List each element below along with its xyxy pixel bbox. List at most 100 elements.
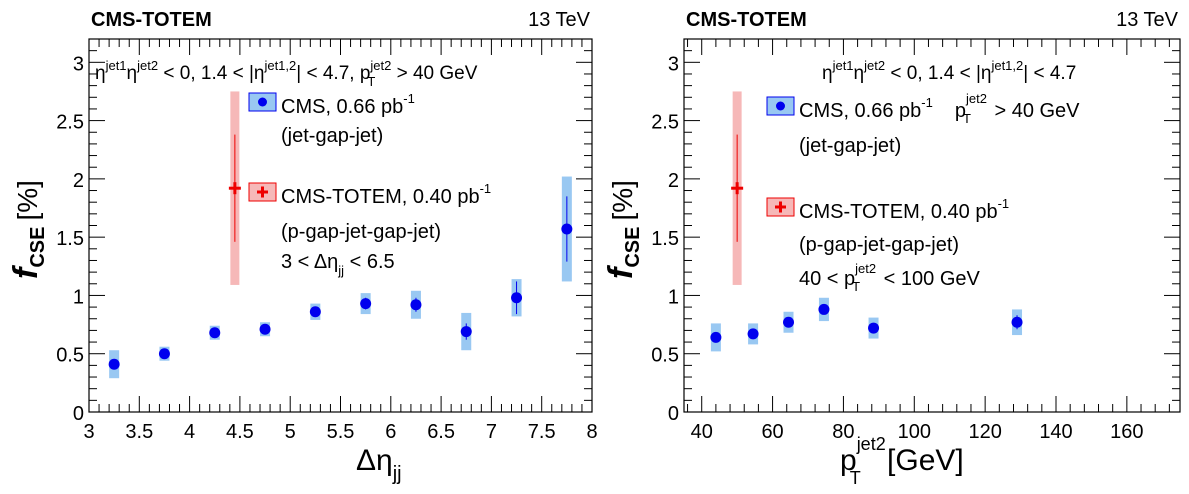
data-point	[108, 358, 120, 370]
experiment-label: CMS-TOTEM	[91, 9, 212, 31]
y-tick-label: 2.5	[651, 112, 679, 134]
sel-sup1: jet1	[832, 58, 854, 73]
x-axis-sub: T	[850, 468, 861, 488]
x-tick-label: 7.5	[528, 421, 556, 443]
data-point	[783, 316, 795, 328]
data-point	[868, 322, 880, 334]
legend-line3-pre: 3 < Δη	[281, 251, 338, 273]
x-axis-title: pjet2 T [GeV]	[840, 434, 964, 488]
legend-line3: 40 < pjet2 T < 100 GeV	[799, 261, 980, 294]
sel-eta2: η	[854, 63, 865, 84]
data-point	[360, 298, 372, 310]
y-axis-unit: [%]	[607, 180, 638, 220]
legend-label: CMS-TOTEM, 0.40 pb-1	[799, 196, 1009, 223]
data-point	[158, 348, 170, 360]
data-point	[1011, 316, 1023, 328]
x-axis-title: Δηjj	[356, 444, 402, 485]
x-tick-label: 4.5	[226, 421, 254, 443]
legend-label-sup: -1	[480, 181, 492, 196]
legend-extra-post: > 40 GeV	[989, 100, 1080, 122]
data-point	[818, 303, 830, 315]
legend-label: CMS, 0.66 pb-1 pjet2 T > 40 GeV	[799, 91, 1080, 126]
y-axis-sub: CSE	[622, 227, 644, 268]
selection-cuts: ηjet1ηjet2 < 0, 1.4 < |ηjet1,2| < 4.7	[822, 58, 1076, 84]
legend-label: CMS, 0.66 pb-1	[281, 91, 415, 118]
x-axis-sub: jj	[392, 463, 402, 485]
legend-extra-p: p	[955, 100, 966, 122]
legend: CMS, 0.66 pb-1(jet-gap-jet)CMS-TOTEM, 0.…	[248, 91, 491, 278]
legend-line2: (p-gap-jet-gap-jet)	[281, 221, 441, 243]
legend-marker-circle	[258, 97, 267, 107]
x-tick-label: 3.5	[125, 421, 153, 443]
series-cms	[710, 297, 1023, 352]
legend-label-sup: -1	[998, 196, 1010, 211]
y-tick-label: 2	[73, 170, 84, 192]
legend-label-text: CMS-TOTEM, 0.40 pb	[799, 201, 998, 223]
data-point	[410, 299, 422, 311]
legend-extra-sub: T	[963, 111, 971, 126]
sel-part3: < 0, 1.4 < |η	[885, 63, 991, 84]
x-tick-label: 100	[898, 421, 931, 443]
x-tick-label: 5.5	[327, 421, 355, 443]
sel-sup4: jet2	[369, 58, 391, 73]
x-axis-unit: [GeV]	[879, 444, 964, 477]
data-point	[561, 223, 573, 235]
legend-label-text: CMS, 0.66 pb	[281, 96, 403, 118]
legend-line2: (jet-gap-jet)	[281, 125, 383, 147]
legend-line3-post: < 100 GeV	[878, 268, 980, 290]
legend-label-text: CMS, 0.66 pb	[799, 100, 921, 122]
legend-line2: (p-gap-jet-gap-jet)	[799, 234, 959, 256]
data-point	[511, 292, 523, 304]
sel-part4: | < 4.7	[1023, 63, 1076, 84]
y-tick-label: 1	[668, 286, 679, 308]
legend-line3-sub: jj	[337, 263, 344, 278]
experiment-label: CMS-TOTEM	[686, 9, 807, 31]
y-axis-title: fCSE [%]	[602, 180, 644, 279]
legend-line2: (jet-gap-jet)	[799, 135, 901, 157]
sel-eta2: η	[127, 63, 138, 84]
sel-part3: < 0, 1.4 < |η	[158, 63, 264, 84]
legend: CMS, 0.66 pb-1 pjet2 T > 40 GeV(jet-gap-je…	[766, 91, 1080, 294]
y-tick-label: 0	[73, 403, 84, 425]
right-panel-pT: 0 0.5 1 1.5 2 2.5 3 40 60 80 100 120 140 160 CMS-TOTEM…	[602, 9, 1181, 488]
data-point	[747, 328, 759, 340]
sel-sup1: jet1	[105, 58, 127, 73]
x-tick-label: 120	[968, 421, 1001, 443]
energy-label: 13 TeV	[528, 9, 591, 31]
sel-sup2: jet2	[136, 58, 158, 73]
sel-sup2: jet2	[863, 58, 885, 73]
series-cms-totem	[731, 91, 744, 285]
selection-cuts: ηjet1ηjet2 < 0, 1.4 < |ηjet1,2| < 4.7, p…	[95, 58, 478, 89]
sel-sup3: jet1,2	[990, 58, 1023, 73]
x-axis-main: p	[840, 444, 857, 477]
data-point	[460, 326, 472, 338]
y-tick-label: 0.5	[56, 345, 84, 367]
left-panel-dEta: 0 0.5 1 1.5 2 2.5 3 3 3.5 4 4.5 5 5.5 6 6.5 7 7.5 8 CMS-TO…	[7, 9, 598, 485]
x-tick-label: 40	[691, 421, 713, 443]
data-point	[309, 306, 321, 318]
sel-sup3: jet1,2	[263, 58, 296, 73]
x-axis-main: Δη	[356, 444, 393, 477]
legend-label-sup: -1	[403, 91, 415, 106]
data-point	[209, 327, 221, 339]
y-tick-label: 3	[668, 53, 679, 75]
legend-label: CMS-TOTEM, 0.40 pb-1	[281, 181, 491, 208]
x-tick-label: 4	[184, 421, 195, 443]
legend-line3-pre: 40 < p	[799, 268, 855, 290]
y-tick-label: 3	[73, 53, 84, 75]
x-tick-label: 8	[586, 421, 597, 443]
y-tick-label: 1.5	[651, 228, 679, 250]
data-point	[710, 331, 722, 343]
y-tick-label: 1	[73, 286, 84, 308]
x-tick-label: 6.5	[427, 421, 455, 443]
legend-line3-sub: T	[852, 279, 860, 294]
y-tick-label: 0.5	[651, 345, 679, 367]
x-tick-label: 60	[761, 421, 783, 443]
y-axis-f: f	[7, 264, 45, 279]
legend-line3-sup: jet2	[854, 261, 876, 276]
sel-part4: | < 4.7, p	[296, 63, 370, 84]
x-tick-label: 160	[1110, 421, 1143, 443]
series-cms	[108, 176, 573, 379]
legend-line3: 3 < Δηjj < 6.5	[281, 251, 395, 278]
